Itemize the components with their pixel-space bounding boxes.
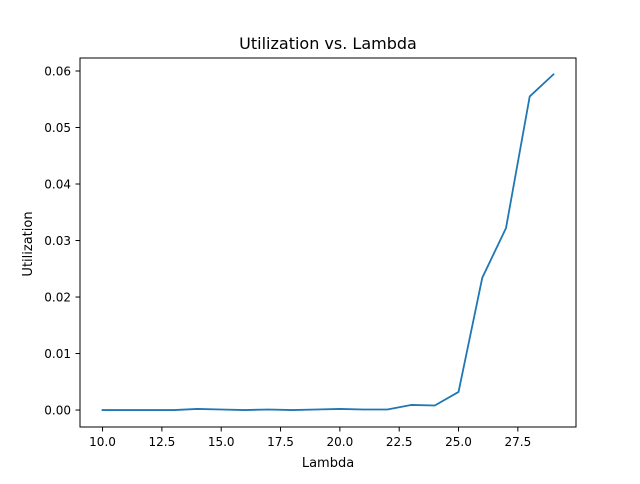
x-tick-label: 20.0 xyxy=(327,435,354,449)
series-line-0 xyxy=(101,73,555,411)
chart-title: Utilization vs. Lambda xyxy=(239,34,417,53)
y-tick-label: 0.02 xyxy=(44,291,71,305)
x-tick-label: 25.0 xyxy=(445,435,472,449)
x-tick-label: 15.0 xyxy=(208,435,235,449)
plot-frame xyxy=(79,57,577,428)
plot-area xyxy=(79,57,577,428)
x-tick-label: 10.0 xyxy=(89,435,116,449)
x-tick-label: 27.5 xyxy=(504,435,531,449)
y-axis: 0.00 0.01 0.02 0.03 0.04 0.05 0.06 xyxy=(44,64,80,418)
x-tick-label: 22.5 xyxy=(386,435,413,449)
y-tick-label: 0.04 xyxy=(44,178,71,192)
x-tick-label: 17.5 xyxy=(267,435,294,449)
x-axis-label: Lambda xyxy=(302,456,354,471)
y-tick-label: 0.05 xyxy=(44,121,71,135)
y-tick-label: 0.06 xyxy=(44,64,71,78)
y-tick-label: 0.00 xyxy=(44,404,71,418)
y-tick-label: 0.01 xyxy=(44,347,71,361)
x-tick-label: 12.5 xyxy=(149,435,176,449)
x-axis: 10.0 12.5 15.0 17.5 20.0 22.5 25.0 27.5 xyxy=(89,427,531,449)
y-tick-label: 0.03 xyxy=(44,234,71,248)
y-axis-label: Utilization xyxy=(21,211,36,276)
